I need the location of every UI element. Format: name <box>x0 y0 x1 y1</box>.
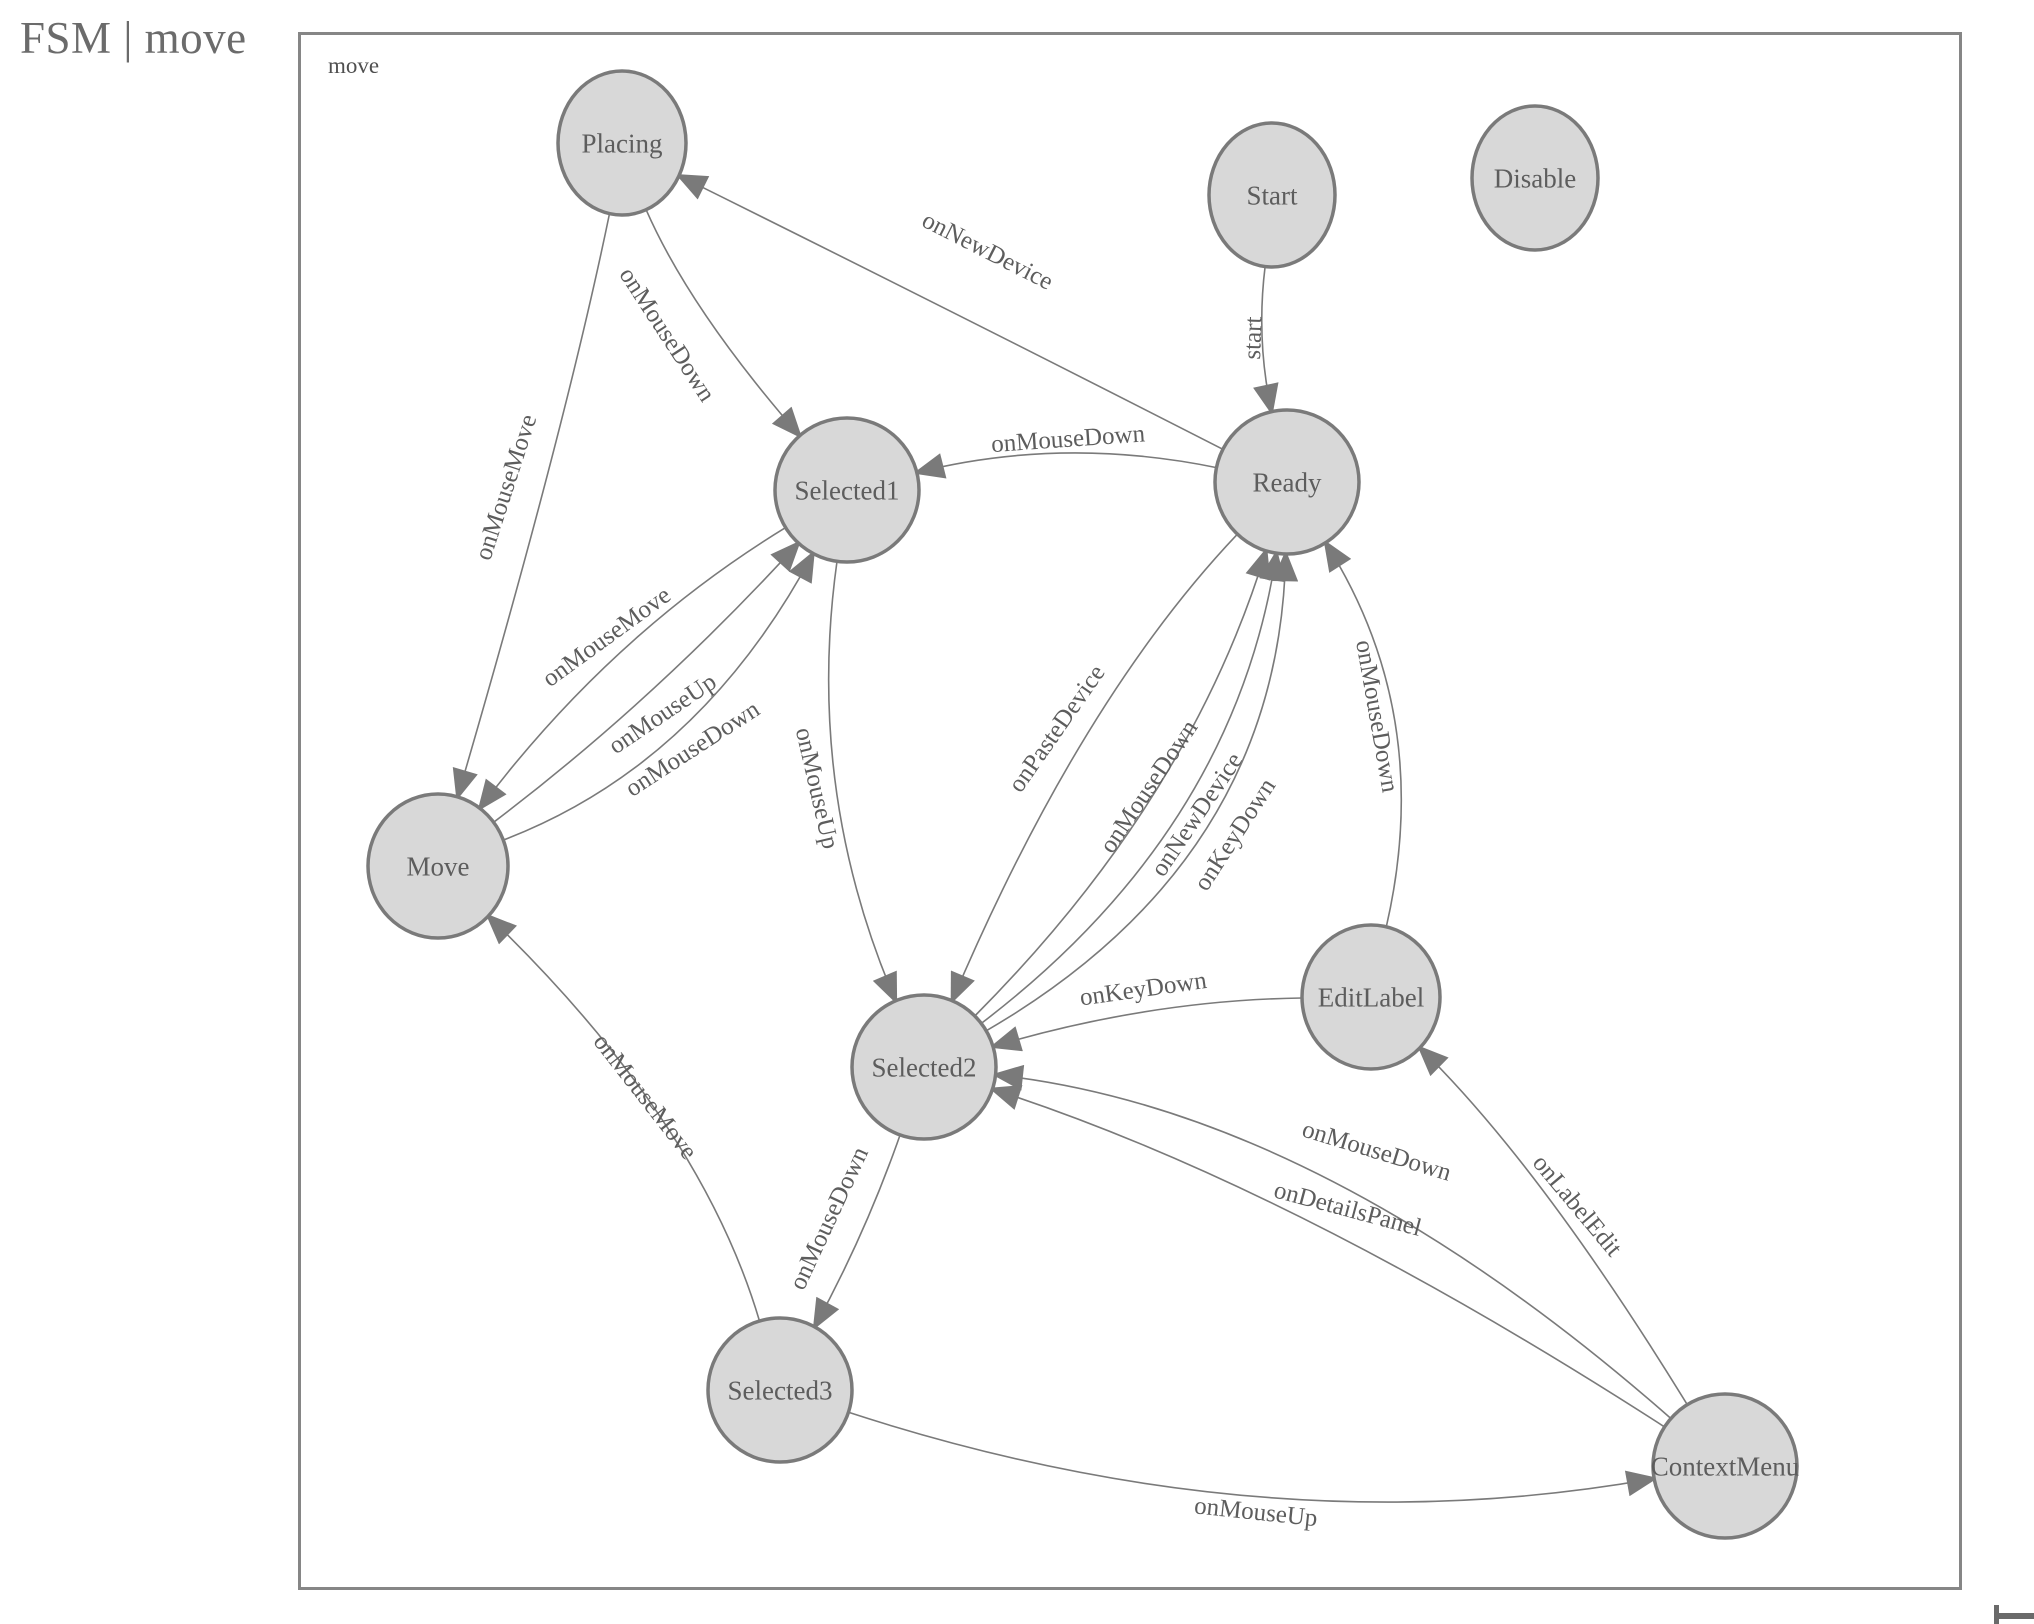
transition-edge-contextmenu-selected2-onMouseDown <box>991 1064 1672 1420</box>
transition-label: onNewDevice <box>918 207 1058 296</box>
state-node-selected2[interactable]: Selected2 <box>850 993 998 1141</box>
transition-edge-editlabel-ready-onMouseDown <box>1323 539 1403 927</box>
state-circle-editlabel[interactable] <box>1300 923 1442 1071</box>
transition-edge-selected2-ready-onNewDevice <box>980 549 1286 1025</box>
transition-edge-selected3-contextmenu-onMouseUp <box>848 1411 1658 1503</box>
state-circle-start[interactable] <box>1207 121 1337 269</box>
state-circle-selected1[interactable] <box>773 416 921 564</box>
transition-edge-selected2-selected3-onMouseDown <box>812 1134 901 1331</box>
state-circle-contextmenu[interactable] <box>1651 1392 1799 1540</box>
transition-label: onMouseDown <box>614 263 721 407</box>
transition-edge-selected2-ready-onMouseDown <box>974 547 1271 1017</box>
nodes-layer: Placing Start Disable Ready Selected1 Move Sel… <box>366 69 1800 1540</box>
state-node-start[interactable]: Start <box>1207 121 1337 269</box>
transition-edge-selected1-selected2-onMouseUp <box>827 561 898 1005</box>
transition-edge-ready-selected2-onPasteDevice <box>950 533 1238 1005</box>
transition-edge-selected3-move-onMouseMove <box>485 913 761 1322</box>
state-circle-disable[interactable] <box>1470 104 1600 252</box>
transition-label: onMouseUp <box>1193 1492 1319 1532</box>
transition-edge-contextmenu-editlabel-onLabelEdit <box>1417 1045 1688 1406</box>
transition-label: onMouseDown <box>1350 638 1403 795</box>
transition-edge-contextmenu-selected2-onDetailsPanel <box>988 1085 1665 1428</box>
state-label: Move <box>407 851 470 881</box>
state-node-disable[interactable]: Disable <box>1470 104 1600 252</box>
state-label: Selected2 <box>872 1052 977 1082</box>
transition-edge-editlabel-selected2-onKeyDown <box>989 997 1303 1052</box>
transition-label: onMouseDown <box>784 1143 874 1295</box>
transition-label: onMouseMove <box>588 1029 702 1165</box>
state-node-move[interactable]: Move <box>366 792 510 940</box>
transition-edge-placing-selected1-onMouseDown <box>645 209 803 439</box>
transition-label: onPasteDevice <box>1003 660 1110 797</box>
state-circle-selected2[interactable] <box>850 993 998 1141</box>
state-label: Disable <box>1494 163 1576 193</box>
transition-label: onMouseMove <box>470 411 542 563</box>
state-label: EditLabel <box>1318 982 1424 1012</box>
transition-edge-move-selected1-onMouseDown <box>503 550 815 841</box>
corner-vertical-bar <box>1994 1605 1999 1624</box>
transition-edge-ready-placing-onNewDevice <box>675 173 1224 451</box>
transition-label: onLabelEdit <box>1527 1150 1627 1262</box>
state-circle-selected3[interactable] <box>706 1316 854 1464</box>
transition-edge-selected2-ready-onKeyDown <box>985 550 1299 1032</box>
transition-edge-start-ready-start <box>1253 266 1279 416</box>
state-circle-move[interactable] <box>366 792 510 940</box>
state-label: Ready <box>1253 467 1322 497</box>
state-node-selected1[interactable]: Selected1 <box>773 416 921 564</box>
state-node-ready[interactable]: Ready <box>1213 408 1361 556</box>
transition-label: onMouseDown <box>990 420 1146 458</box>
state-label: Start <box>1247 180 1298 210</box>
state-node-selected3[interactable]: Selected3 <box>706 1316 854 1464</box>
page-title: FSM | move <box>20 13 247 63</box>
state-circle-ready[interactable] <box>1213 408 1361 556</box>
transition-label: onMouseMove <box>538 582 676 693</box>
transition-edge-ready-selected1-onMouseDown <box>913 452 1217 479</box>
diagram-group-label: move <box>328 53 380 78</box>
state-node-contextmenu[interactable]: ContextMenu <box>1651 1392 1800 1540</box>
transition-label: start <box>1239 316 1267 360</box>
corner-horizontal-bar <box>1999 1613 2034 1619</box>
edges-layer: start onNewDevice onMouseDown onMouseMove on… <box>452 173 1688 1532</box>
diagram-frame: move <box>298 32 1962 1590</box>
transition-edge-placing-move-onMouseMove <box>452 213 611 801</box>
state-circle-placing[interactable] <box>556 69 688 217</box>
transition-label: onDetailsPanel <box>1271 1177 1424 1242</box>
state-node-editlabel[interactable]: EditLabel <box>1300 923 1442 1071</box>
state-label: Placing <box>582 128 663 158</box>
state-node-placing[interactable]: Placing <box>556 69 688 217</box>
state-label: Selected1 <box>795 475 900 505</box>
transition-edge-selected1-move-onMouseMove <box>477 526 787 812</box>
transition-edge-move-selected1-onMouseUp <box>493 540 802 823</box>
state-label: Selected3 <box>728 1375 833 1405</box>
state-label: ContextMenu <box>1651 1451 1800 1481</box>
